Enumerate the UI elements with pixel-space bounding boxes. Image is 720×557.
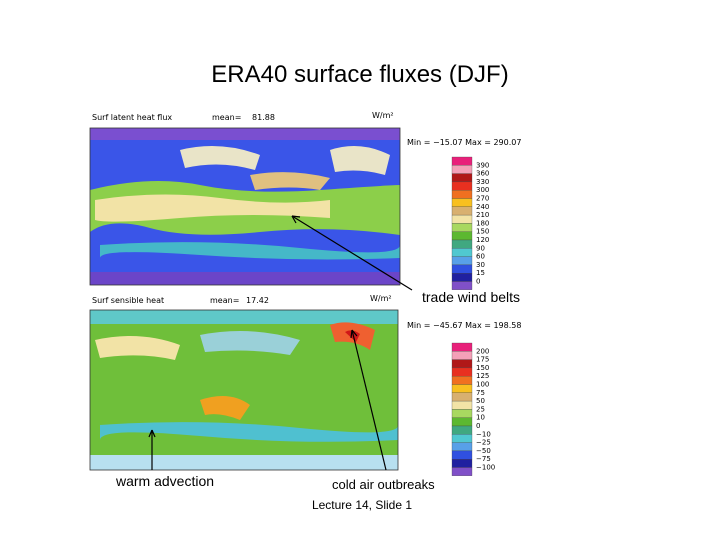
colorbar-label: 150 — [476, 228, 489, 236]
colorbar-swatch — [451, 181, 473, 191]
colorbar-label: 100 — [476, 381, 489, 389]
colorbar-label: 390 — [476, 161, 489, 169]
colorbar-label: 210 — [476, 211, 489, 219]
footer: Lecture 14, Slide 1 — [312, 498, 412, 512]
colorbar-swatch — [451, 248, 473, 257]
colorbar-swatch — [451, 264, 473, 274]
colorbar-label: 25 — [476, 405, 485, 413]
colorbar-swatch — [451, 173, 473, 183]
colorbar-label: 10 — [476, 414, 485, 422]
colorbar-label: 0 — [476, 422, 480, 430]
colorbar-label: 120 — [476, 236, 489, 244]
colorbar-label: 60 — [476, 253, 485, 261]
colorbar-label: −100 — [476, 464, 495, 472]
slide-title: ERA40 surface fluxes (DJF) — [211, 61, 508, 88]
annotation: warm advection — [115, 473, 214, 489]
colorbar-swatch — [451, 231, 473, 241]
colorbar-swatch — [451, 409, 473, 418]
colorbar-label: 360 — [476, 170, 489, 178]
colorbar-swatch — [451, 223, 473, 232]
colorbar-label: 240 — [476, 203, 489, 211]
colorbar-swatch — [451, 351, 473, 360]
colorbar-label: 125 — [476, 372, 489, 380]
colorbar-swatch — [451, 342, 473, 352]
colorbar-label: 30 — [476, 261, 485, 269]
colorbar-label: −25 — [476, 439, 491, 447]
mean-value: 81.88 — [252, 113, 275, 122]
sensible-map — [89, 309, 399, 471]
colorbar-label: 50 — [476, 397, 485, 405]
colorbar-swatch — [451, 190, 473, 199]
units: W/m² — [370, 294, 392, 303]
colorbar-swatch — [451, 425, 473, 435]
annotation: trade wind belts — [422, 289, 520, 305]
colorbar-label: −50 — [476, 447, 491, 455]
colorbar-label: 180 — [476, 219, 489, 227]
colorbar-label: 150 — [476, 364, 489, 372]
colorbar-swatch — [451, 359, 473, 369]
colorbar-label: 0 — [476, 278, 480, 286]
colorbar-label: 200 — [476, 347, 489, 355]
colorbar-swatch — [451, 400, 473, 410]
colorbar-swatch — [451, 417, 473, 427]
colorbar-swatch — [451, 384, 473, 393]
mean-label: mean= — [210, 296, 239, 305]
colorbar-swatch — [451, 198, 473, 207]
colorbar-swatch — [451, 256, 473, 266]
colorbar-swatch — [451, 367, 473, 377]
mean-value: 17.42 — [246, 296, 269, 305]
arrows — [148, 215, 413, 471]
range: Min = −15.07 Max = 290.07 — [407, 138, 521, 147]
colorbar-label: 90 — [476, 244, 485, 252]
colorbar-swatch — [451, 392, 473, 402]
colorbar-label: −75 — [476, 455, 491, 463]
annotation: cold air outbreaks — [332, 477, 435, 492]
panel-label: Surf latent heat flux — [92, 113, 172, 122]
colorbar-label: 75 — [476, 389, 485, 397]
mean-label: mean= — [212, 113, 241, 122]
colorbar-label: 330 — [476, 178, 489, 186]
colorbar-label: −10 — [476, 430, 491, 438]
colorbar-swatch — [451, 239, 473, 249]
colorbar-swatch — [451, 376, 473, 385]
colorbar-swatch — [451, 156, 473, 166]
colorbar-swatch — [451, 273, 473, 282]
units: W/m² — [372, 111, 394, 120]
colorbar-label: 175 — [476, 356, 489, 364]
colorbar-swatch — [451, 442, 473, 452]
colorbar-swatch — [451, 214, 473, 224]
colorbar-label: 15 — [476, 269, 485, 277]
colorbar-swatch — [451, 281, 473, 290]
colorbar-swatch — [451, 434, 473, 443]
panel-label: Surf sensible heat — [92, 296, 164, 305]
colorbar-swatch — [451, 206, 473, 216]
colorbar-label: 270 — [476, 195, 489, 203]
range: Min = −45.67 Max = 198.58 — [407, 321, 521, 330]
colorbar-swatch — [451, 467, 473, 476]
colorbar-label: 300 — [476, 186, 489, 194]
colorbar-swatch — [451, 450, 473, 460]
latent-map — [89, 127, 401, 286]
colorbar-swatch — [451, 459, 473, 468]
colorbar-swatch — [451, 165, 473, 174]
